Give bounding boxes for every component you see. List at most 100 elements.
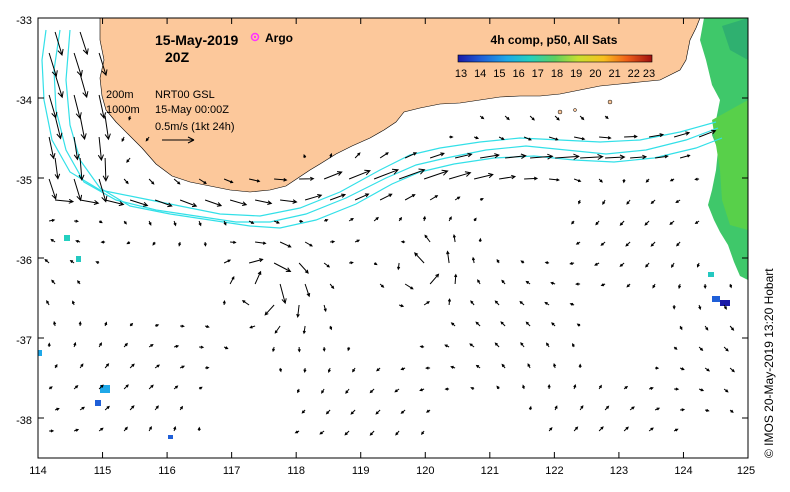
current-arrow	[53, 320, 57, 327]
current-arrow	[400, 367, 406, 371]
current-arrow	[126, 241, 131, 245]
current-arrow	[650, 241, 656, 247]
current-arrow	[470, 387, 475, 390]
current-arrow	[605, 154, 626, 160]
current-arrow	[154, 324, 160, 328]
current-arrow	[501, 363, 506, 369]
current-arrow	[698, 304, 702, 311]
x-tick-label: 122	[545, 465, 563, 477]
current-arrow	[499, 174, 517, 180]
current-arrow	[619, 220, 625, 226]
current-arrow	[344, 430, 350, 436]
current-arrow	[254, 199, 273, 205]
current-arrow	[599, 136, 612, 140]
current-arrow	[349, 261, 354, 265]
current-arrow	[673, 131, 691, 138]
current-arrow	[704, 325, 709, 331]
current-arrow	[280, 199, 298, 204]
current-arrow	[444, 344, 450, 348]
current-arrow	[73, 136, 80, 161]
current-arrow	[77, 280, 81, 285]
current-arrow	[104, 405, 110, 411]
current-arrow	[304, 283, 311, 298]
current-arrow	[79, 73, 89, 99]
current-arrow	[154, 364, 160, 369]
current-arrow	[397, 262, 401, 271]
current-arrow	[123, 384, 129, 390]
current-arrow	[323, 171, 343, 180]
current-arrow	[479, 198, 484, 201]
current-arrow	[576, 323, 581, 327]
current-arrow	[297, 346, 301, 353]
current-arrow	[729, 325, 735, 331]
current-arrow	[321, 388, 325, 394]
current-arrow	[678, 283, 682, 290]
x-tick-label: 121	[481, 465, 499, 477]
current-arrow	[550, 281, 556, 285]
current-arrow	[98, 178, 108, 203]
current-arrow	[398, 168, 426, 180]
current-arrow	[548, 136, 559, 141]
x-axis: 114 115 116 117 118 119 120 121 122 123 …	[29, 465, 755, 477]
current-arrow	[329, 152, 333, 159]
x-tick-label: 118	[287, 465, 305, 477]
current-arrow	[373, 262, 378, 266]
current-arrow	[650, 199, 656, 205]
current-arrow	[123, 426, 128, 432]
current-arrow	[729, 367, 735, 373]
current-arrow	[303, 154, 307, 159]
current-arrow	[229, 276, 235, 285]
current-arrow	[79, 363, 84, 369]
current-arrow	[327, 367, 331, 374]
x-tick-label: 114	[29, 465, 47, 477]
current-arrow	[46, 300, 50, 306]
current-arrow	[104, 363, 110, 369]
current-arrow	[454, 196, 461, 201]
current-arrow	[279, 283, 287, 305]
current-arrow	[298, 262, 309, 274]
current-arrow	[573, 178, 582, 183]
current-arrow	[104, 115, 111, 141]
current-arrow	[422, 215, 427, 222]
current-arrow	[173, 426, 177, 432]
current-arrow	[527, 363, 531, 369]
current-arrow	[673, 428, 679, 432]
current-arrow	[446, 250, 450, 264]
current-arrow	[680, 408, 686, 412]
current-arrow	[297, 388, 300, 394]
current-arrow	[230, 240, 237, 244]
current-arrow	[121, 136, 125, 142]
current-arrow	[79, 31, 89, 56]
current-arrow	[545, 342, 550, 348]
current-arrow	[504, 115, 510, 121]
current-arrow	[425, 409, 431, 413]
current-arrow	[429, 152, 445, 159]
current-arrow	[104, 199, 125, 207]
current-arrow	[304, 241, 313, 247]
current-arrow	[544, 261, 550, 265]
map-date: 15-May-2019	[155, 32, 238, 48]
current-arrow	[553, 363, 557, 369]
current-arrow	[595, 220, 600, 226]
current-arrow	[494, 300, 500, 306]
colorbar-title: 4h comp, p50, All Sats	[491, 33, 618, 47]
current-arrow	[471, 256, 475, 264]
colorbar-tick: 20	[589, 68, 601, 80]
current-arrow	[373, 216, 379, 222]
current-arrow	[419, 388, 425, 392]
current-arrow	[505, 153, 527, 160]
current-arrow	[549, 178, 560, 182]
current-arrow	[625, 241, 631, 247]
current-arrow	[376, 367, 381, 372]
current-arrow	[73, 428, 80, 432]
current-arrow	[679, 154, 691, 159]
current-arrow	[148, 384, 154, 390]
current-arrow	[126, 157, 131, 163]
current-arrow	[622, 178, 626, 184]
current-arrow	[329, 325, 333, 331]
current-arrow	[395, 430, 400, 436]
current-arrow	[348, 218, 354, 222]
current-arrow	[148, 178, 155, 185]
current-arrow	[571, 220, 575, 225]
current-arrow	[345, 388, 350, 394]
